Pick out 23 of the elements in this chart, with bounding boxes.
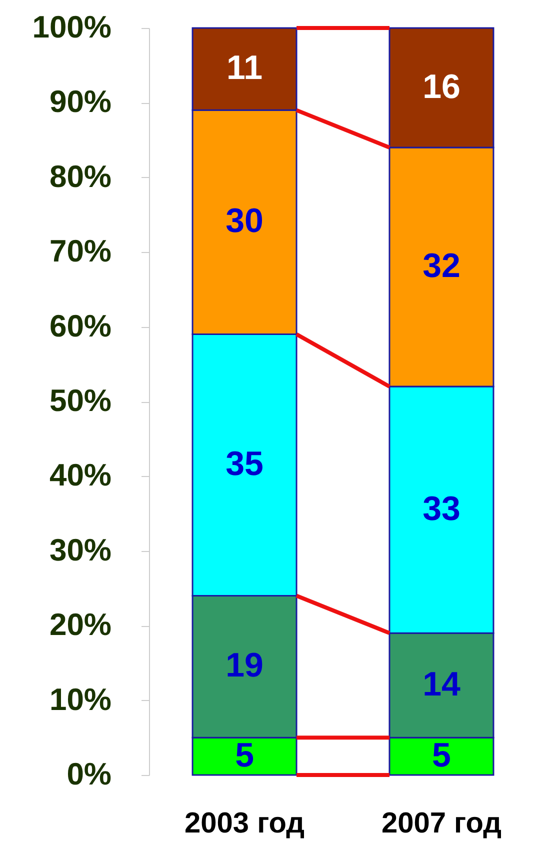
y-tick-label: 10%	[49, 682, 112, 717]
y-tick-label: 40%	[49, 458, 112, 493]
y-tick-label: 90%	[49, 84, 112, 120]
data-label: 5	[432, 736, 451, 774]
y-tick-label: 0%	[66, 756, 112, 792]
data-label: 11	[226, 49, 262, 88]
y-tick-label: 60%	[49, 308, 112, 344]
y-tick-label: 70%	[49, 234, 112, 269]
data-label: 5	[235, 736, 254, 774]
data-label: 33	[422, 490, 460, 528]
x-tick-label: 2007 год	[381, 808, 502, 840]
data-label: 32	[422, 247, 460, 286]
y-tick-label: 100%	[32, 10, 112, 44]
y-tick-label: 80%	[49, 158, 112, 194]
x-tick-label: 2003 год	[184, 808, 305, 840]
y-tick-label: 30%	[49, 532, 112, 568]
y-tick-label: 50%	[49, 383, 112, 418]
data-label: 14	[422, 665, 460, 704]
data-label: 19	[226, 646, 264, 685]
data-label: 35	[226, 444, 264, 483]
data-label: 30	[226, 202, 264, 240]
y-tick-label: 20%	[49, 607, 112, 642]
data-label: 16	[422, 68, 460, 106]
